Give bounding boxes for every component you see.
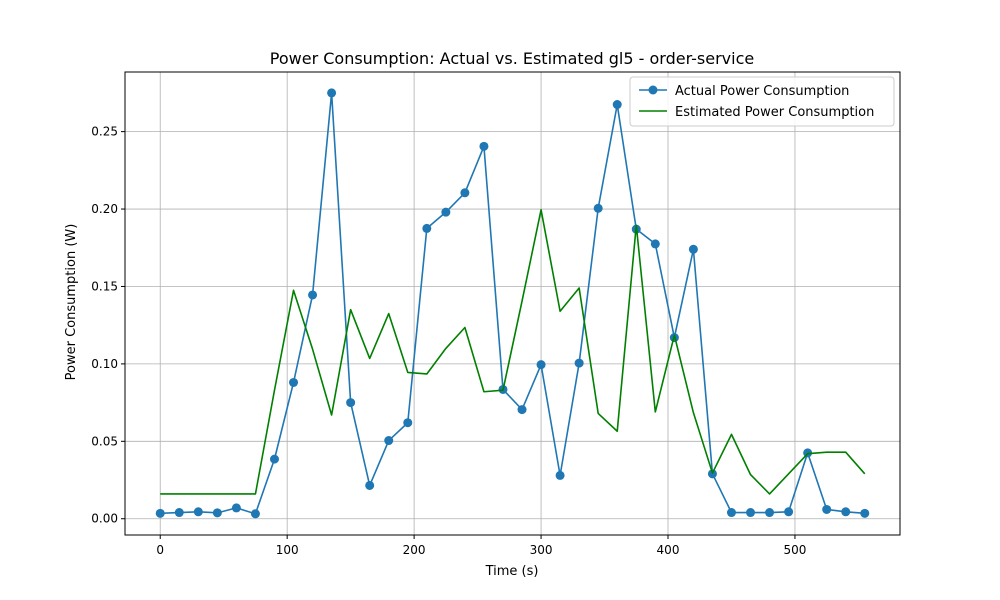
data-point [212, 508, 222, 518]
series-line [160, 209, 866, 495]
x-tick-label: 200 [403, 543, 426, 557]
data-point [726, 508, 736, 518]
data-point [860, 508, 870, 518]
x-axis: 0 100 200 300 400 500 [156, 535, 806, 557]
data-point [688, 244, 698, 254]
data-point [174, 508, 184, 518]
data-point [269, 454, 279, 464]
data-point [422, 223, 432, 233]
x-tick-label: 400 [657, 543, 680, 557]
data-point [308, 290, 318, 300]
data-point [346, 398, 356, 408]
x-axis-title: Time (s) [485, 564, 539, 579]
data-point [441, 207, 451, 217]
chart-title: Power Consumption: Actual vs. Estimated … [270, 49, 754, 68]
data-point [822, 504, 832, 514]
y-axis: 0.00 0.05 0.10 0.15 0.20 0.25 [91, 125, 125, 526]
data-point [479, 141, 489, 151]
y-tick-label: 0.05 [91, 434, 118, 448]
series-1 [155, 88, 870, 519]
data-point [403, 418, 413, 428]
data-point [536, 360, 546, 370]
y-tick-label: 0.15 [91, 279, 118, 293]
data-point [517, 405, 527, 415]
x-tick-label: 500 [783, 543, 806, 557]
y-axis-title: Power Consumption (W) [64, 224, 79, 381]
x-tick-label: 100 [276, 543, 299, 557]
data-point [289, 377, 299, 387]
data-point [841, 507, 851, 517]
data-point [365, 480, 375, 490]
data-point [612, 100, 622, 110]
legend-box [629, 76, 895, 127]
data-point [155, 508, 165, 518]
x-tick-label: 0 [156, 543, 164, 557]
legend-label: Actual Power Consumption [675, 84, 849, 99]
x-tick-label: 300 [530, 543, 553, 557]
y-tick-label: 0.20 [91, 202, 118, 216]
legend-label: Estimated Power Consumption [675, 105, 874, 120]
y-tick-label: 0.00 [91, 512, 118, 526]
y-tick-label: 0.10 [91, 357, 118, 371]
data-point [384, 436, 394, 446]
grid [125, 72, 900, 535]
legend: Actual Power Consumption Estimated Power … [629, 76, 895, 127]
data-point [574, 358, 584, 368]
data-point [250, 509, 260, 519]
data-point [555, 470, 565, 480]
data-point [765, 508, 775, 518]
data-point [231, 503, 241, 513]
data-point [193, 507, 203, 517]
series-2 [160, 209, 866, 495]
data-point [746, 508, 756, 518]
data-point [593, 203, 603, 213]
data-point [650, 239, 660, 249]
plot-frame [124, 71, 901, 536]
data-point [327, 88, 337, 98]
legend-swatch-marker [648, 85, 658, 95]
data-point [460, 188, 470, 198]
data-point [784, 507, 794, 517]
y-tick-label: 0.25 [91, 125, 118, 139]
series-layer [155, 88, 870, 519]
